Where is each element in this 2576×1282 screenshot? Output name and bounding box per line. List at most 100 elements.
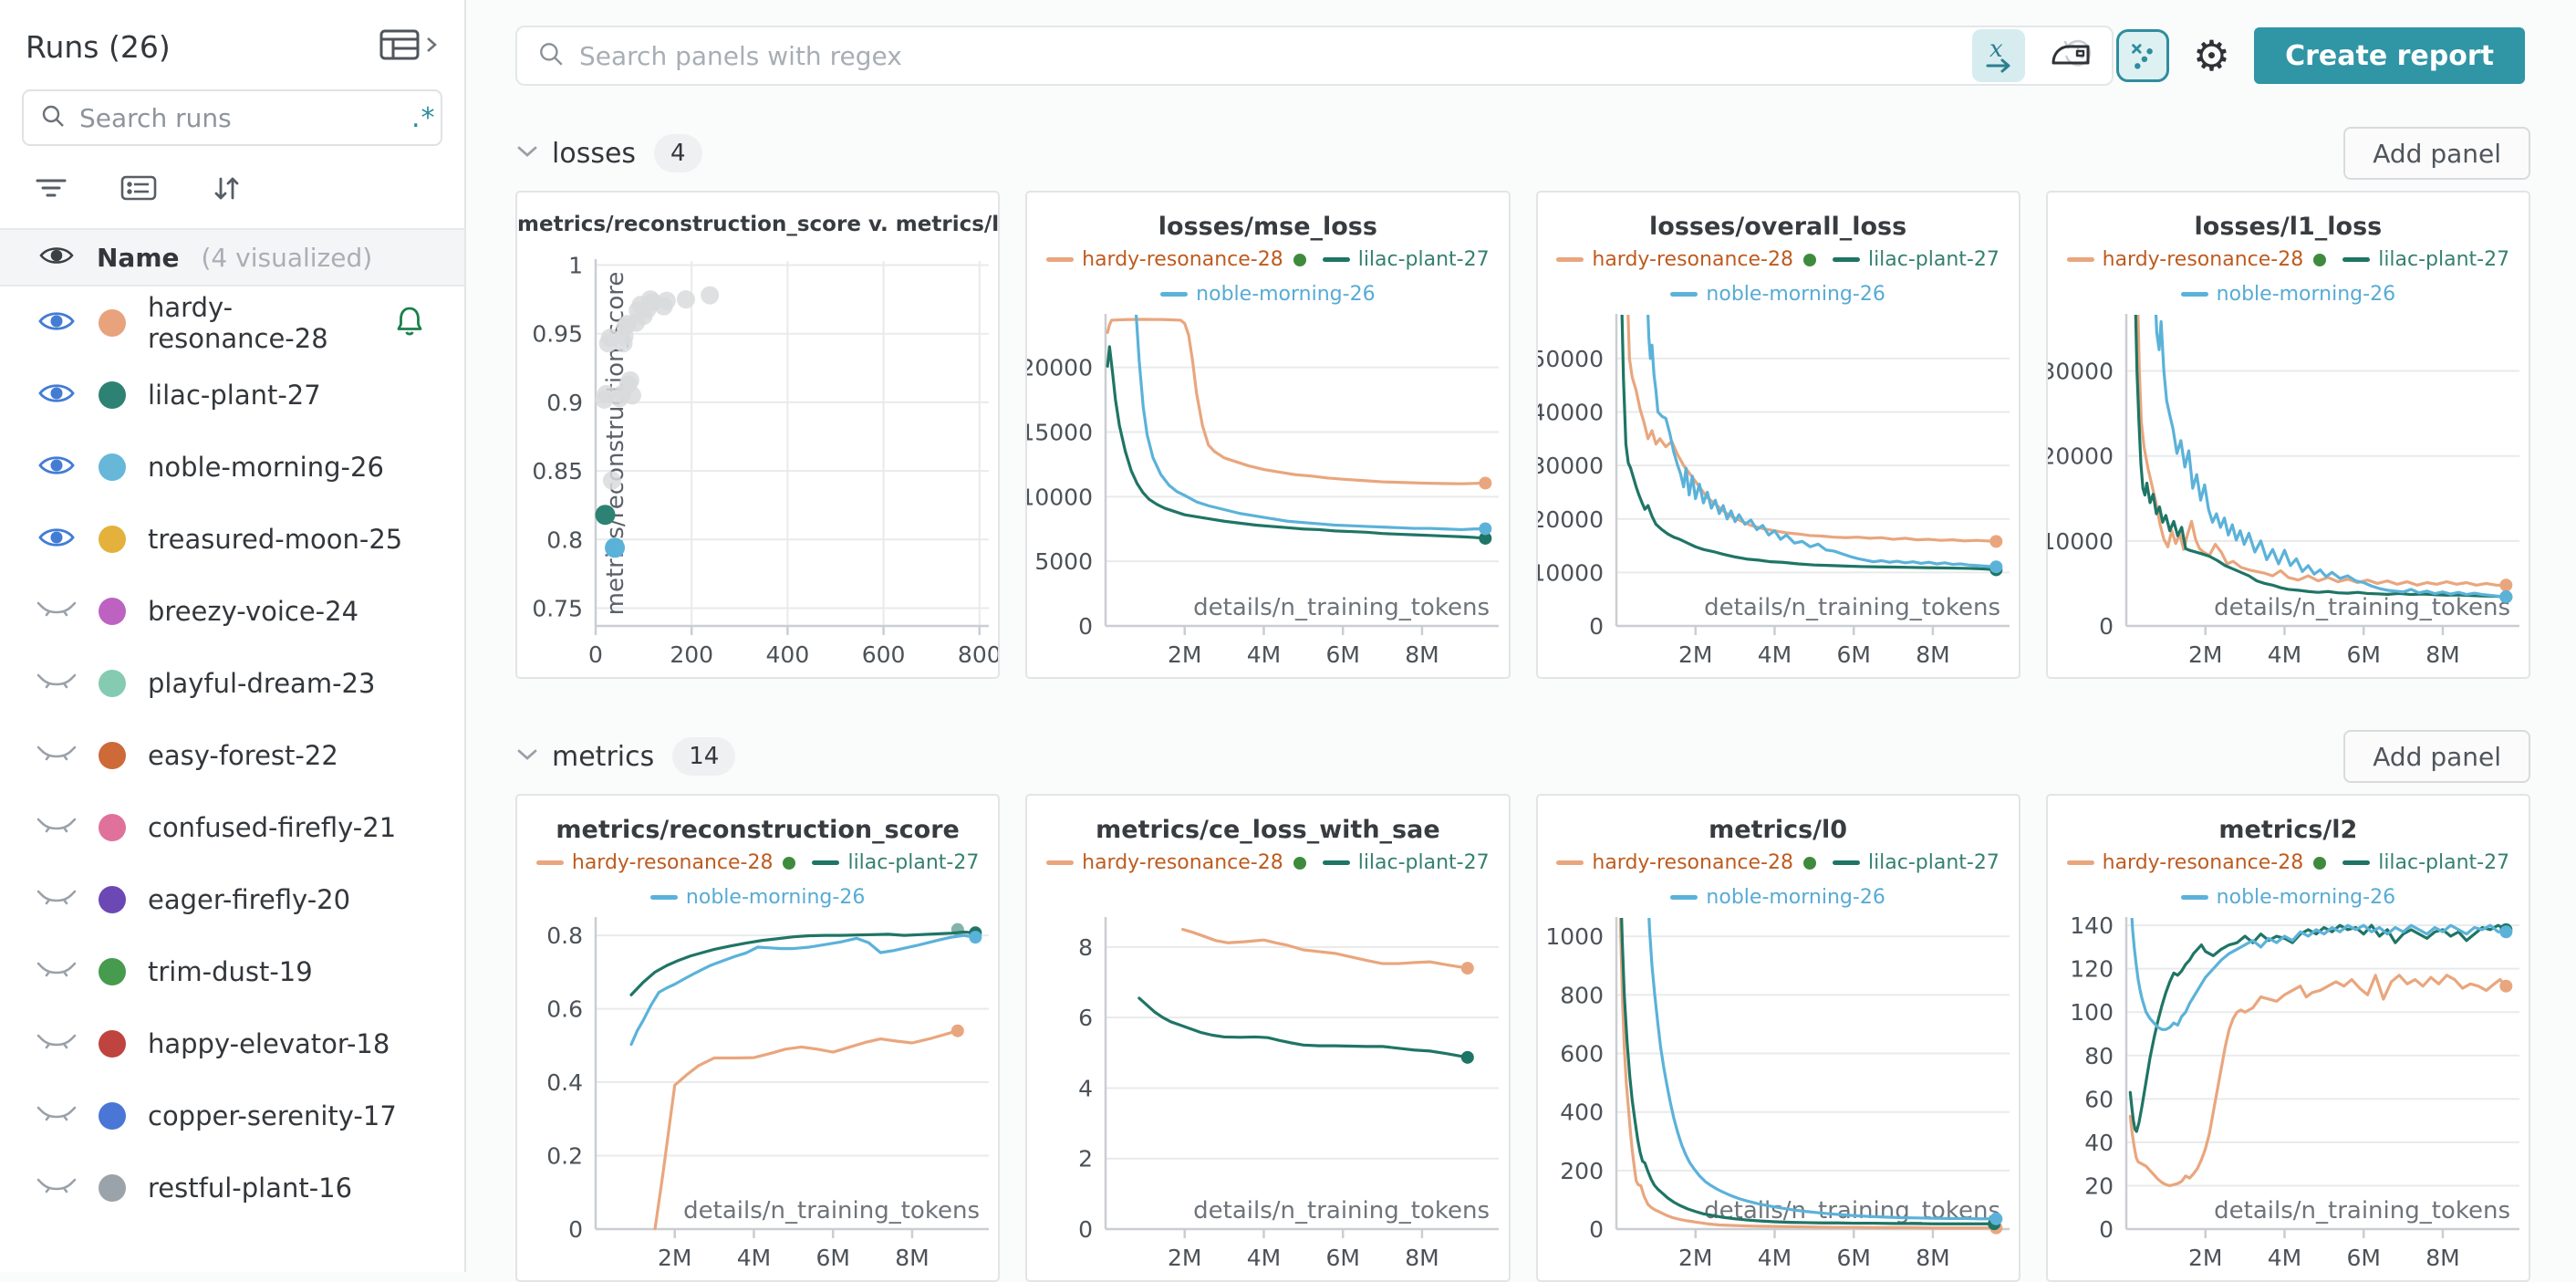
search-runs-input[interactable] — [79, 103, 398, 133]
group-list-icon[interactable] — [120, 174, 157, 205]
run-name[interactable]: playful-dream-23 — [148, 668, 375, 699]
run-row[interactable]: playful-dream-23 — [0, 647, 464, 719]
eye-closed-icon[interactable] — [36, 956, 77, 987]
svg-text:4: 4 — [1078, 1075, 1093, 1101]
run-row[interactable]: hardy-resonance-28 — [0, 287, 464, 359]
eye-closed-icon[interactable] — [36, 1100, 77, 1131]
runs-name-header[interactable]: Name (4 visualized) — [0, 228, 464, 287]
run-row[interactable]: easy-forest-22 — [0, 719, 464, 791]
run-row[interactable]: noble-morning-26 — [0, 431, 464, 503]
eye-open-icon[interactable] — [36, 307, 77, 339]
legend-item[interactable]: lilac-plant-27 — [2342, 851, 2509, 874]
run-name[interactable]: confused-firefly-21 — [148, 812, 396, 843]
run-row[interactable]: confused-firefly-21 — [0, 791, 464, 863]
x-axis-settings-button[interactable]: x — [1972, 29, 2025, 82]
run-name[interactable]: copper-serenity-17 — [148, 1100, 397, 1131]
run-row[interactable]: lilac-plant-27 — [0, 359, 464, 431]
legend-item[interactable]: lilac-plant-27 — [1833, 851, 2000, 874]
legend-item[interactable]: hardy-resonance-28 — [2067, 248, 2327, 271]
bell-icon[interactable] — [395, 305, 424, 341]
add-panel-button[interactable]: Add panel — [2343, 127, 2530, 180]
eye-open-icon[interactable] — [36, 380, 77, 411]
legend-item[interactable]: hardy-resonance-28 — [1046, 248, 1306, 271]
run-name[interactable]: restful-plant-16 — [148, 1173, 352, 1204]
run-row[interactable]: copper-serenity-17 — [0, 1079, 464, 1152]
filter-icon[interactable] — [35, 175, 68, 204]
legend-item[interactable]: noble-morning-26 — [1160, 283, 1375, 306]
legend-item[interactable]: lilac-plant-27 — [812, 851, 979, 874]
eye-open-icon[interactable] — [36, 452, 77, 483]
eye-closed-icon[interactable] — [36, 596, 77, 627]
legend-item[interactable]: hardy-resonance-28 — [1556, 851, 1816, 874]
chevron-down-icon[interactable] — [515, 746, 539, 766]
legend-item[interactable]: hardy-resonance-28 — [2067, 851, 2327, 874]
run-name[interactable]: noble-morning-26 — [148, 452, 384, 483]
run-name[interactable]: happy-elevator-18 — [148, 1028, 390, 1059]
eye-closed-icon[interactable] — [36, 884, 77, 915]
run-name[interactable]: lilac-plant-27 — [148, 380, 321, 411]
section-label[interactable]: losses — [552, 138, 636, 170]
chevron-down-icon[interactable] — [515, 143, 539, 163]
runs-table-icon[interactable] — [379, 27, 421, 66]
add-panel-button[interactable]: Add panel — [2343, 730, 2530, 783]
legend-item[interactable]: noble-morning-26 — [1670, 886, 1885, 909]
legend-item[interactable]: hardy-resonance-28 — [536, 851, 796, 874]
eye-open-icon[interactable] — [36, 524, 77, 555]
run-name[interactable]: breezy-voice-24 — [148, 596, 358, 627]
search-panels-input[interactable] — [579, 41, 1982, 71]
run-name[interactable]: treasured-moon-25 — [148, 524, 402, 555]
legend-item[interactable]: lilac-plant-27 — [1323, 851, 1490, 874]
run-name[interactable]: easy-forest-22 — [148, 740, 338, 771]
run-row[interactable]: treasured-moon-25 — [0, 503, 464, 575]
legend-item[interactable]: noble-morning-26 — [1670, 283, 1885, 306]
eye-closed-icon[interactable] — [36, 812, 77, 843]
run-row[interactable]: restful-plant-16 — [0, 1152, 464, 1224]
regex-toggle[interactable]: .* — [411, 102, 436, 134]
run-name[interactable]: trim-dust-19 — [148, 956, 313, 987]
run-row[interactable]: eager-firefly-20 — [0, 863, 464, 935]
run-row[interactable]: trim-dust-19 — [0, 935, 464, 1007]
legend-swatch — [2067, 257, 2094, 262]
eye-closed-icon[interactable] — [36, 1028, 77, 1059]
eye-closed-icon[interactable] — [36, 668, 77, 699]
smoothing-iron-icon[interactable] — [2049, 35, 2093, 77]
run-row[interactable]: breezy-voice-24 — [0, 575, 464, 647]
legend-item[interactable]: hardy-resonance-28 — [1046, 851, 1306, 874]
expand-table-chevron-icon[interactable] — [422, 31, 441, 62]
svg-text:2M: 2M — [2188, 1245, 2222, 1271]
legend-item[interactable]: noble-morning-26 — [2181, 283, 2395, 306]
legend-item[interactable]: lilac-plant-27 — [1323, 248, 1490, 271]
run-name[interactable]: eager-firefly-20 — [148, 884, 350, 915]
outliers-toggle-button[interactable] — [2116, 29, 2169, 82]
legend-item[interactable]: lilac-plant-27 — [1833, 248, 2000, 271]
eye-closed-icon[interactable] — [36, 740, 77, 771]
panel-card[interactable]: metrics/reconstruction_score v. metrics/… — [515, 191, 1000, 679]
run-name[interactable]: hardy-resonance-28 — [148, 292, 373, 354]
eye-closed-icon[interactable] — [36, 1173, 77, 1204]
run-row[interactable]: happy-elevator-18 — [0, 1007, 464, 1079]
legend-item[interactable]: hardy-resonance-28 — [1556, 248, 1816, 271]
legend-item[interactable]: lilac-plant-27 — [2342, 248, 2509, 271]
settings-gear-icon[interactable]: ⚙ — [2193, 35, 2230, 77]
legend-swatch — [2342, 860, 2370, 865]
legend-item[interactable]: noble-morning-26 — [650, 886, 865, 909]
section-label[interactable]: metrics — [552, 741, 654, 773]
legend-item[interactable]: noble-morning-26 — [2181, 886, 2395, 909]
sort-icon[interactable] — [210, 173, 243, 206]
create-report-button[interactable]: Create report — [2254, 27, 2525, 84]
